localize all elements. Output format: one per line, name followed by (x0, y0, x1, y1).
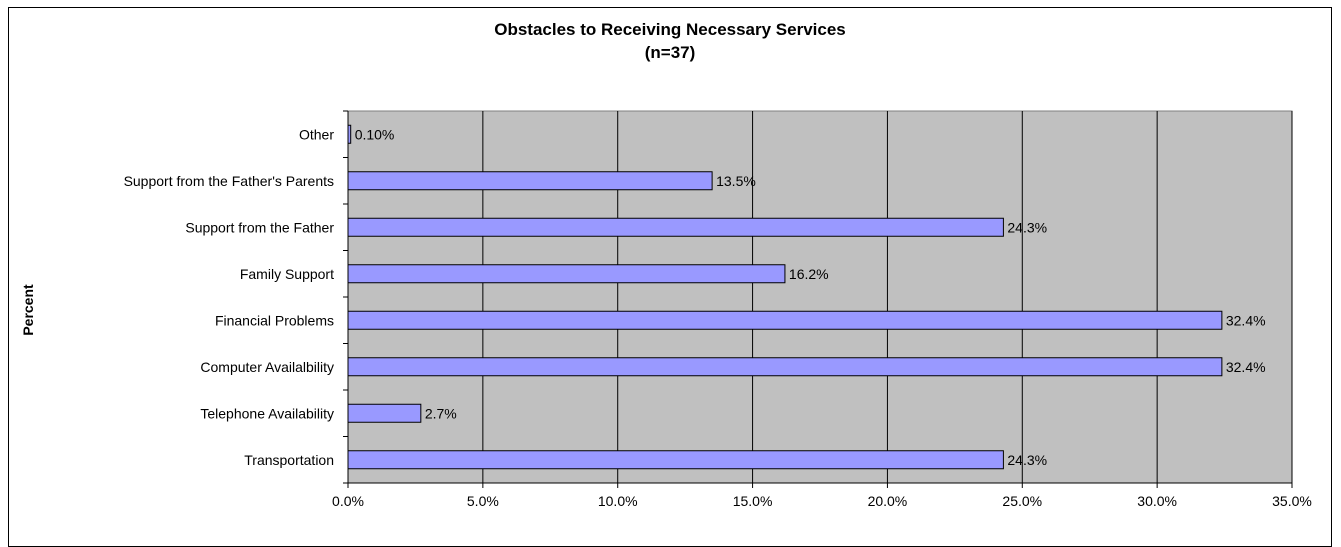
x-tick-label: 25.0% (1002, 493, 1042, 509)
plot-area (347, 110, 1293, 484)
category-label: Support from the Father's Parents (124, 173, 334, 189)
category-label: Telephone Availability (200, 405, 334, 421)
bar (347, 357, 1223, 377)
x-tick-label: 5.0% (467, 493, 499, 509)
data-label: 24.3% (1007, 452, 1047, 468)
x-tick-label: 35.0% (1272, 493, 1312, 509)
category-label: Financial Problems (215, 312, 334, 328)
category-label: Support from the Father (185, 219, 334, 235)
data-label: 13.5% (716, 173, 756, 189)
chart-title: Obstacles to Receiving Necessary Service… (494, 20, 846, 39)
bar (347, 217, 1004, 237)
data-label: 2.7% (425, 405, 457, 421)
chart-subtitle: (n=37) (644, 43, 696, 62)
category-label: Computer Availalbility (200, 359, 334, 375)
category-label: Other (299, 126, 334, 142)
data-label: 24.3% (1007, 219, 1047, 235)
bar (347, 450, 1004, 470)
data-label: 32.4% (1226, 359, 1266, 375)
bar-chart: 0.0% 5.0% 10.0% 15.0% 20.0% 25.0% 30.0% 35.0% Ot… (124, 110, 1312, 509)
x-tick-label: 15.0% (733, 493, 773, 509)
x-tick-label: 20.0% (868, 493, 908, 509)
x-tick-label: 10.0% (598, 493, 638, 509)
data-label: 0.10% (355, 126, 395, 142)
data-label: 16.2% (789, 266, 829, 282)
bar (347, 124, 352, 144)
bar (347, 171, 713, 191)
x-tick-label: 0.0% (332, 493, 364, 509)
bar (347, 264, 786, 284)
bar (347, 403, 422, 423)
data-label: 32.4% (1226, 312, 1266, 328)
chart-title-block: Obstacles to Receiving Necessary Service… (8, 18, 1332, 64)
bar (347, 310, 1223, 330)
category-label: Family Support (240, 266, 334, 282)
x-tick-label: 30.0% (1137, 493, 1177, 509)
category-label: Transportation (244, 452, 334, 468)
